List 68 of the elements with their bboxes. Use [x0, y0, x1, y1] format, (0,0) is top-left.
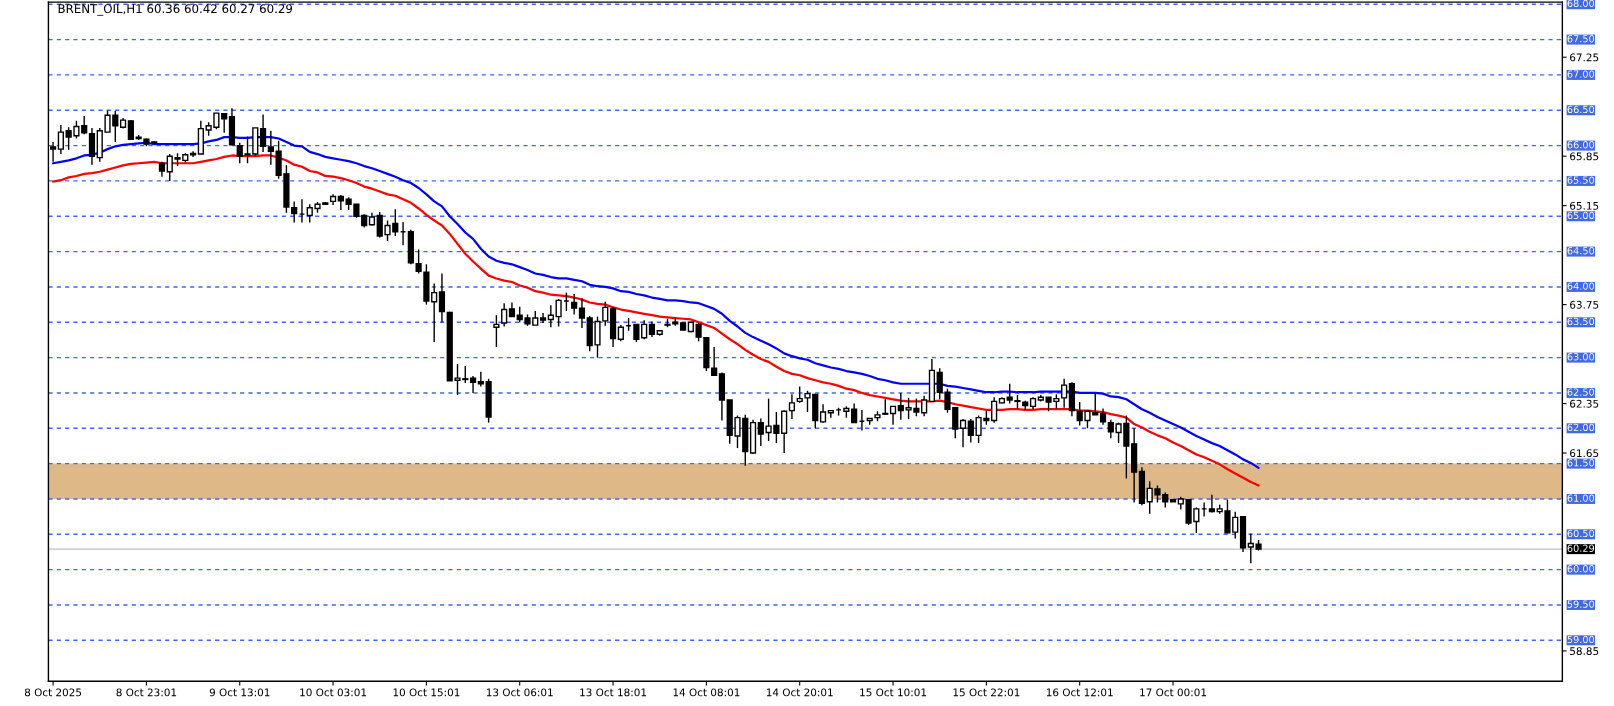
candlestick	[127, 119, 134, 141]
ref-line-label: 67.00	[1567, 70, 1595, 78]
ref-line-label: 59.50	[1567, 600, 1595, 608]
ref-line-label: 61.00	[1567, 494, 1595, 502]
ref-line-label: 64.50	[1567, 247, 1595, 255]
candlestick	[493, 314, 500, 348]
ref-line-label: 61.50	[1567, 459, 1595, 467]
ref-line-label: 68.00	[1567, 0, 1595, 8]
ref-line-label: 60.50	[1567, 529, 1595, 538]
y-tick-label: 62.35	[1570, 399, 1599, 408]
ref-line-label: 62.50	[1567, 388, 1595, 396]
x-tick-label: 10 Oct 03:01	[300, 688, 367, 697]
candlestick	[819, 403, 827, 424]
x-tick-label: 8 Oct 23:01	[116, 688, 177, 697]
candlestick	[827, 409, 834, 419]
candlestick	[781, 409, 788, 454]
x-tick-label: 14 Oct 08:01	[673, 688, 740, 697]
candlestick	[57, 124, 64, 155]
candlestick	[438, 272, 446, 323]
x-tick-label: 13 Oct 06:01	[486, 688, 553, 697]
candlestick	[555, 298, 562, 328]
ref-line-label: 64.00	[1567, 282, 1595, 290]
candlestick	[259, 113, 267, 153]
candlestick	[477, 371, 484, 388]
x-tick-label: 15 Oct 22:01	[953, 688, 1020, 697]
candlestick	[547, 304, 554, 328]
y-tick-label: 61.65	[1570, 449, 1599, 458]
candlestick	[469, 375, 477, 394]
ref-line-label: 63.00	[1567, 353, 1595, 361]
y-tick-label: 65.15	[1570, 201, 1599, 210]
candlestick	[921, 395, 928, 417]
ref-line-label: 65.00	[1567, 211, 1595, 220]
x-tick-label: 8 Oct 2025	[24, 688, 82, 697]
x-tick-label: 14 Oct 20:01	[766, 688, 833, 697]
x-tick-label: 9 Oct 13:01	[209, 688, 270, 697]
candlestick	[337, 194, 344, 211]
candlestick	[1208, 494, 1216, 514]
y-tick-label: 67.25	[1570, 53, 1599, 62]
y-tick-label: 58.85	[1570, 647, 1599, 656]
candlestick	[1061, 378, 1068, 409]
ref-line-label: 60.29	[1567, 544, 1595, 552]
candlestick	[88, 127, 96, 166]
ref-line-label: 62.00	[1567, 423, 1595, 432]
x-tick-label: 15 Oct 10:01	[860, 688, 927, 697]
candlestick	[711, 346, 718, 377]
candlestick	[851, 402, 858, 424]
x-tick-label: 10 Oct 15:01	[393, 688, 460, 697]
ref-line-label: 66.00	[1567, 141, 1595, 149]
chart-title: BRENT_OIL,H1 60.36 60.42 60.27 60.29	[58, 4, 293, 16]
candlestick	[578, 297, 586, 329]
candlestick	[889, 405, 897, 426]
candlestick	[501, 302, 508, 328]
candlestick	[267, 130, 274, 166]
candlestick	[991, 396, 998, 424]
ref-line-label: 63.50	[1567, 317, 1595, 326]
x-tick-label: 13 Oct 18:01	[580, 688, 647, 697]
y-tick-label: 63.75	[1570, 300, 1599, 309]
x-tick-label: 16 Oct 12:01	[1046, 688, 1113, 697]
x-tick-label: 17 Oct 00:01	[1140, 688, 1207, 697]
ref-line-label: 60.00	[1567, 565, 1595, 573]
ref-line-label: 67.50	[1567, 35, 1595, 43]
candlestick	[788, 393, 796, 420]
candlestick	[959, 418, 967, 449]
ref-line-label: 59.00	[1567, 635, 1595, 644]
ref-line-label: 66.50	[1567, 105, 1595, 114]
ref-line-label: 65.50	[1567, 176, 1595, 184]
y-tick-label: 65.85	[1570, 152, 1599, 161]
candlestick	[571, 293, 578, 316]
